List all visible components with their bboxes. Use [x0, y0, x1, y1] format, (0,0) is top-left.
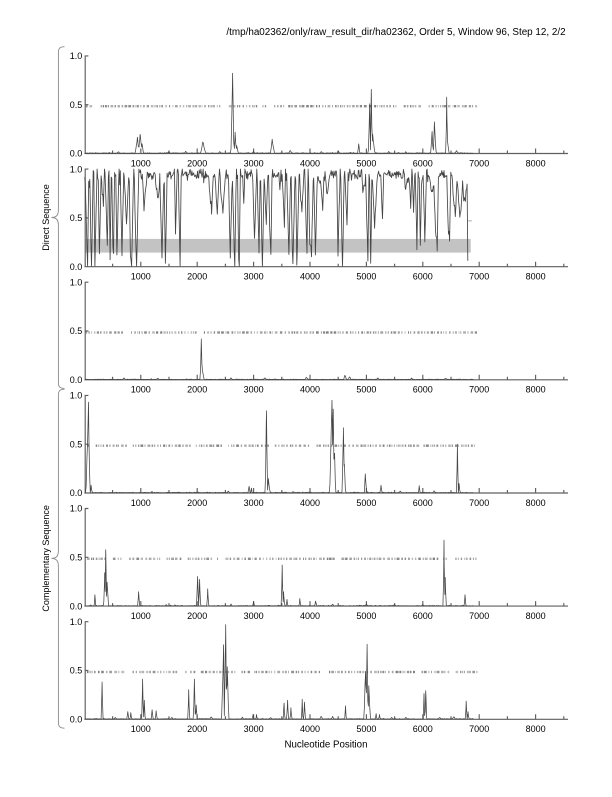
svg-text:7000: 7000	[469, 724, 489, 734]
svg-text:6000: 6000	[413, 611, 433, 621]
svg-text:Complementary Sequence: Complementary Sequence	[41, 505, 51, 612]
svg-text:3000: 3000	[244, 498, 264, 508]
svg-text:3000: 3000	[244, 385, 264, 395]
svg-text:1000: 1000	[131, 611, 151, 621]
svg-text:7000: 7000	[469, 385, 489, 395]
svg-text:Nucleotide Position: Nucleotide Position	[285, 740, 368, 751]
svg-text:6000: 6000	[413, 272, 433, 282]
svg-text:7000: 7000	[469, 158, 489, 168]
svg-text:4000: 4000	[300, 385, 320, 395]
svg-text:5000: 5000	[356, 498, 376, 508]
svg-text:3000: 3000	[244, 158, 264, 168]
svg-text:1.0: 1.0	[70, 51, 83, 61]
svg-text:0.0: 0.0	[70, 488, 83, 498]
svg-text:0.0: 0.0	[70, 715, 83, 725]
svg-text:5000: 5000	[356, 272, 376, 282]
svg-text:0.0: 0.0	[70, 601, 83, 611]
svg-text:2000: 2000	[187, 272, 207, 282]
svg-text:8000: 8000	[526, 272, 546, 282]
svg-text:8000: 8000	[526, 611, 546, 621]
svg-text:6000: 6000	[413, 498, 433, 508]
svg-text:1000: 1000	[131, 272, 151, 282]
svg-text:8000: 8000	[526, 385, 546, 395]
svg-text:7000: 7000	[469, 498, 489, 508]
svg-text:6000: 6000	[413, 724, 433, 734]
svg-text:8000: 8000	[526, 158, 546, 168]
svg-text:1000: 1000	[131, 724, 151, 734]
svg-text:0.5: 0.5	[70, 100, 83, 110]
svg-text:7000: 7000	[469, 611, 489, 621]
svg-text:4000: 4000	[300, 611, 320, 621]
svg-text:5000: 5000	[356, 611, 376, 621]
svg-text:5000: 5000	[356, 158, 376, 168]
svg-text:3000: 3000	[244, 611, 264, 621]
svg-text:8000: 8000	[526, 498, 546, 508]
svg-text:1000: 1000	[131, 385, 151, 395]
svg-text:1.0: 1.0	[70, 164, 83, 174]
svg-text:1.0: 1.0	[70, 391, 83, 401]
svg-text:1.0: 1.0	[70, 504, 83, 514]
svg-text:0.0: 0.0	[70, 149, 83, 159]
svg-text:0.5: 0.5	[70, 553, 83, 563]
svg-text:/tmp/ha02362/only/raw_result_d: /tmp/ha02362/only/raw_result_dir/ha02362…	[226, 27, 565, 38]
svg-text:0.5: 0.5	[70, 213, 83, 223]
svg-text:0.0: 0.0	[70, 262, 83, 272]
svg-text:6000: 6000	[413, 158, 433, 168]
svg-text:0.5: 0.5	[70, 326, 83, 336]
svg-text:2000: 2000	[187, 724, 207, 734]
svg-text:0.0: 0.0	[70, 375, 83, 385]
svg-text:1.0: 1.0	[70, 617, 83, 627]
svg-text:4000: 4000	[300, 158, 320, 168]
svg-text:2000: 2000	[187, 611, 207, 621]
svg-text:5000: 5000	[356, 385, 376, 395]
svg-text:1000: 1000	[131, 158, 151, 168]
svg-text:8000: 8000	[526, 724, 546, 734]
svg-text:3000: 3000	[244, 724, 264, 734]
svg-text:Direct Sequence: Direct Sequence	[41, 184, 51, 251]
svg-text:0.5: 0.5	[70, 439, 83, 449]
svg-text:4000: 4000	[300, 724, 320, 734]
svg-text:2000: 2000	[187, 158, 207, 168]
svg-text:3000: 3000	[244, 272, 264, 282]
svg-text:0.5: 0.5	[70, 666, 83, 676]
svg-text:2000: 2000	[187, 498, 207, 508]
svg-text:6000: 6000	[413, 385, 433, 395]
svg-text:1000: 1000	[131, 498, 151, 508]
svg-text:4000: 4000	[300, 272, 320, 282]
svg-text:2000: 2000	[187, 385, 207, 395]
svg-text:4000: 4000	[300, 498, 320, 508]
svg-text:1.0: 1.0	[70, 277, 83, 287]
svg-text:7000: 7000	[469, 272, 489, 282]
svg-text:5000: 5000	[356, 724, 376, 734]
